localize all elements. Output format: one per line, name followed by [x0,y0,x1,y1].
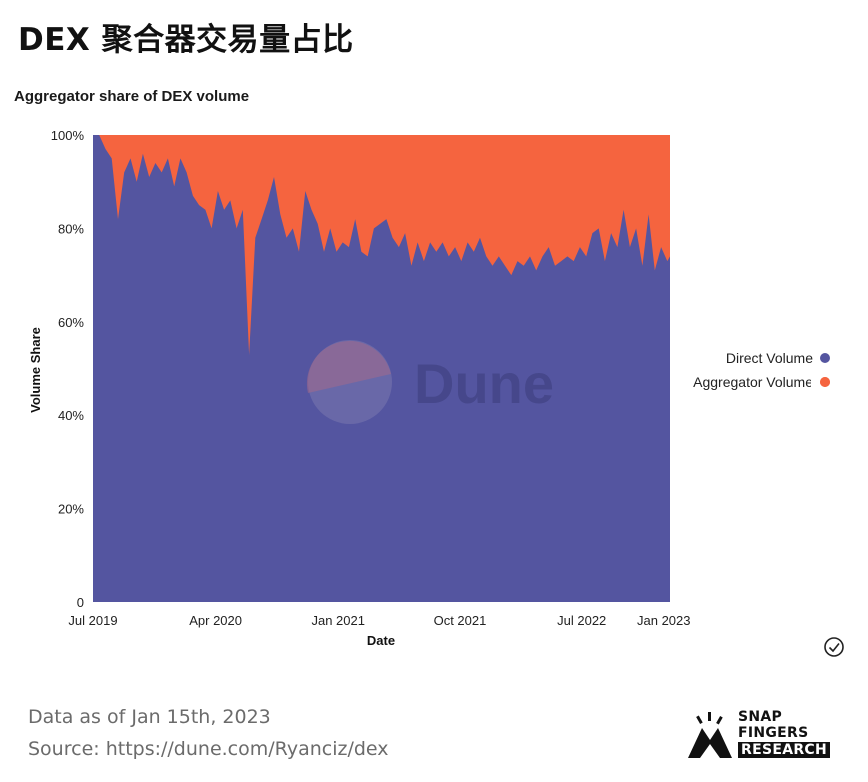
x-tick-label: Jul 2019 [68,613,117,628]
legend-truncation-mask [811,370,820,392]
snap-fingers-logo: SNAP FINGERS RESEARCH [684,706,840,762]
legend-label: Direct Volume [726,350,813,366]
axes: 0 20% 40% 60% 80% 100% Jul 2019 Apr 2020 Jan 202… [28,128,691,648]
y-axis-label: Volume Share [28,327,43,413]
x-tick-label: Oct 2021 [434,613,487,628]
legend-label: Aggregator Volume [693,374,813,390]
check-mark [828,643,840,653]
page-title: DEX 聚合器交易量占比 [18,22,354,58]
chart-subtitle: Aggregator share of DEX volume [14,88,250,105]
y-tick-label: 60% [58,315,84,330]
data-date-note: Data as of Jan 15th, 2023 [28,706,271,728]
legend-swatch-aggregator [820,377,830,387]
y-tick-label: 40% [58,408,84,423]
brand-line-research: RESEARCH [738,742,830,758]
y-tick-label: 0 [77,595,84,610]
brand-line-fingers: FINGERS [738,725,809,741]
source-note: Source: https://dune.com/Ryanciz/dex [28,738,389,760]
legend: Direct Volume Aggregator Volume [693,350,830,392]
y-tick-label: 20% [58,502,84,517]
check-circle-outline [824,637,844,657]
x-tick-label: Jan 2021 [311,613,365,628]
y-tick-label: 80% [58,221,84,236]
x-tick-label: Jul 2022 [557,613,606,628]
legend-swatch [820,353,830,363]
x-axis-label: Date [367,633,395,648]
dune-logo-slice [306,340,391,393]
check-circle-icon[interactable] [824,637,844,657]
x-tick-label: Jan 2023 [637,613,691,628]
y-tick-label: 100% [51,128,85,143]
dune-watermark: Dune [306,340,554,424]
brand-line-snap: SNAP [738,709,783,725]
hand-logo-icon [688,712,732,758]
watermark-text: Dune [414,352,554,415]
x-tick-label: Apr 2020 [189,613,242,628]
